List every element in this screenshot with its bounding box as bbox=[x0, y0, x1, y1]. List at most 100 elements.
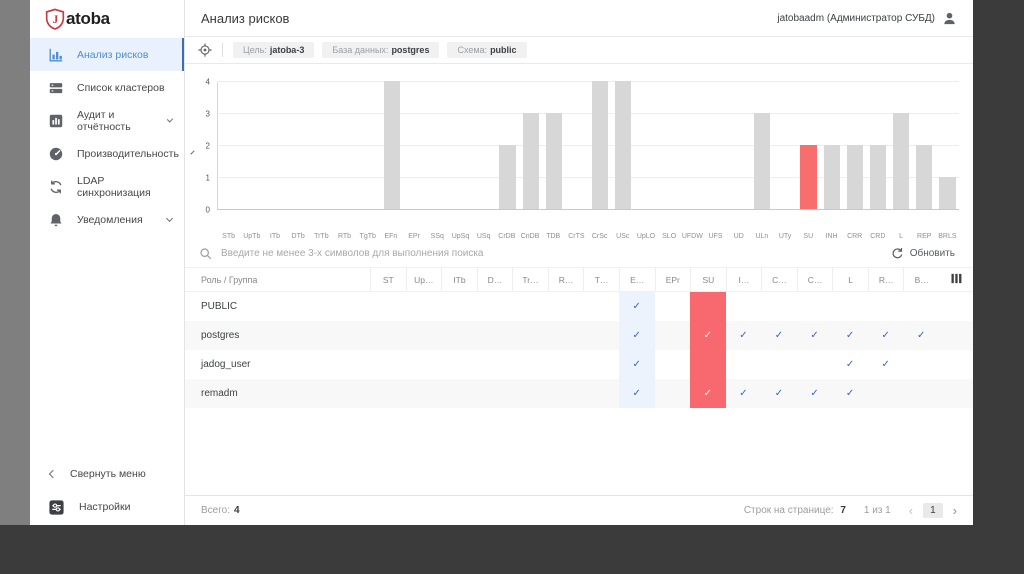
column-header-11[interactable]: C… bbox=[761, 268, 797, 291]
chart-y-axis: 0 1 2 3 4 bbox=[199, 78, 213, 215]
pagination-area: Строк на странице: 7 1 из 1 ‹ 1 › bbox=[744, 503, 957, 518]
column-header-15[interactable]: B… bbox=[903, 268, 939, 291]
table-row[interactable]: postgres ✓ ✓ ✓ ✓ ✓ ✓ ✓ ✓ bbox=[185, 321, 973, 350]
column-header-10[interactable]: I… bbox=[725, 268, 762, 291]
bar-CRD[interactable] bbox=[869, 145, 887, 209]
privilege-cell bbox=[548, 350, 584, 379]
bar-slot bbox=[913, 82, 936, 209]
sidebar-item-ldap-sync[interactable]: LDAP синхронизация bbox=[30, 170, 184, 203]
bar-slot bbox=[519, 82, 542, 209]
settings-button[interactable]: Настройки bbox=[30, 492, 184, 522]
sidebar-item-analysis[interactable]: Анализ рисков bbox=[30, 38, 184, 71]
next-page-button[interactable]: › bbox=[952, 503, 957, 518]
chip-value: postgres bbox=[391, 45, 430, 55]
collapse-menu-button[interactable]: Свернуть меню bbox=[30, 459, 184, 489]
x-tick-label: DTb bbox=[291, 233, 305, 240]
target-icon[interactable] bbox=[198, 43, 212, 57]
privilege-cell bbox=[903, 292, 939, 321]
column-header-13[interactable]: L bbox=[832, 268, 868, 291]
sidebar-item-clusters[interactable]: Список кластеров bbox=[30, 71, 184, 104]
sidebar-item-notifications[interactable]: Уведомления bbox=[30, 203, 184, 236]
column-header-4[interactable]: Tr… bbox=[512, 268, 548, 291]
bar-slot bbox=[820, 82, 843, 209]
bar-INH[interactable] bbox=[823, 145, 840, 209]
column-header-14[interactable]: R… bbox=[867, 268, 904, 291]
column-header-8[interactable]: EPr bbox=[654, 268, 691, 291]
check-icon: ✓ bbox=[703, 330, 713, 341]
privilege-cell bbox=[477, 379, 513, 408]
search-icon bbox=[199, 247, 212, 260]
context-chip[interactable]: База данных: postgres bbox=[322, 42, 440, 58]
rows-per-page[interactable]: Строк на странице: 7 bbox=[744, 505, 846, 516]
bar-CrDB[interactable] bbox=[499, 145, 516, 209]
bar-EFn[interactable] bbox=[383, 81, 400, 209]
column-header-role[interactable]: Роль / Группа bbox=[201, 274, 258, 285]
context-toolbar: Цель: jatoba-3 База данных: postgres Схема: p… bbox=[185, 37, 973, 64]
pager: ‹ 1 › bbox=[909, 503, 957, 518]
privilege-cell: ✓ bbox=[690, 321, 726, 350]
bar-BRLS[interactable] bbox=[939, 177, 956, 209]
column-header-6[interactable]: T… bbox=[583, 268, 619, 291]
bar-TDB[interactable] bbox=[545, 113, 562, 209]
context-chip[interactable]: Схема: public bbox=[447, 42, 527, 58]
bar-slot bbox=[311, 82, 334, 209]
bar-CRR[interactable] bbox=[846, 145, 863, 209]
rows-per-page-label: Строк на странице: bbox=[743, 505, 834, 516]
column-header-7[interactable]: E… bbox=[618, 268, 655, 291]
bar-slot bbox=[218, 82, 241, 209]
privilege-cell: ✓ bbox=[797, 379, 833, 408]
search-row: Обновить bbox=[185, 240, 973, 268]
ldap-sync-icon bbox=[47, 178, 64, 195]
bar-ULn[interactable] bbox=[754, 113, 771, 209]
privilege-cell: ✓ bbox=[868, 321, 904, 350]
prev-page-button[interactable]: ‹ bbox=[908, 503, 914, 518]
table-row[interactable]: jadog_user ✓ ✓ ✓ bbox=[185, 350, 973, 379]
columns-settings-button[interactable] bbox=[939, 268, 973, 291]
search-input[interactable] bbox=[221, 248, 882, 259]
bar-CnDB[interactable] bbox=[522, 113, 539, 209]
table-row[interactable]: PUBLIC ✓ bbox=[185, 292, 973, 321]
bar-CrSc[interactable] bbox=[591, 81, 609, 209]
sidebar-item-audit[interactable]: Аудит и отчётность bbox=[30, 104, 184, 137]
column-header-9[interactable]: SU bbox=[690, 268, 726, 291]
main-header: Анализ рисков jatobaadm (Администратор С… bbox=[185, 0, 973, 37]
bar-SU[interactable] bbox=[800, 145, 817, 209]
chevron-down-icon bbox=[166, 115, 174, 123]
check-icon: ✓ bbox=[881, 359, 890, 370]
privilege-cell bbox=[797, 350, 833, 379]
bar-slot bbox=[473, 82, 496, 209]
svg-text:J: J bbox=[53, 13, 59, 26]
privilege-cell bbox=[655, 292, 691, 321]
y-tick-label: 4 bbox=[205, 77, 210, 87]
bar-REP[interactable] bbox=[916, 145, 933, 209]
check-icon: ✓ bbox=[810, 388, 819, 399]
refresh-button[interactable]: Обновить bbox=[891, 247, 959, 260]
x-tick-label: USq bbox=[476, 233, 491, 240]
privilege-cell bbox=[406, 379, 442, 408]
column-header-2[interactable]: ITb bbox=[441, 268, 477, 291]
bar-L[interactable] bbox=[893, 113, 910, 209]
column-header-1[interactable]: Up… bbox=[405, 268, 442, 291]
current-page-button[interactable]: 1 bbox=[923, 503, 943, 518]
bar-slot bbox=[287, 82, 310, 209]
column-header-0[interactable]: ST bbox=[370, 268, 406, 291]
table-row[interactable]: remadm ✓ ✓ ✓ ✓ ✓ ✓ bbox=[185, 379, 973, 408]
bar-slot bbox=[751, 82, 774, 209]
total-value: 4 bbox=[234, 505, 240, 516]
x-tick-label: STb bbox=[222, 233, 236, 240]
grid-line bbox=[218, 177, 959, 178]
check-icon: ✓ bbox=[845, 359, 855, 370]
grid-line bbox=[218, 113, 959, 114]
x-tick-label: REP bbox=[917, 233, 932, 240]
bar-slot bbox=[890, 82, 913, 209]
chip-label: Схема: bbox=[457, 45, 488, 55]
column-header-5[interactable]: R… bbox=[547, 268, 584, 291]
context-chip[interactable]: Цель: jatoba-3 bbox=[233, 42, 315, 58]
column-header-12[interactable]: C… bbox=[796, 268, 833, 291]
check-icon: ✓ bbox=[845, 330, 855, 341]
sidebar-item-performance[interactable]: Производительность bbox=[30, 137, 195, 170]
user-menu[interactable]: jatobaadm (Администратор СУБД) bbox=[777, 11, 957, 26]
bar-slot bbox=[936, 82, 959, 209]
column-header-3[interactable]: D… bbox=[476, 268, 513, 291]
bar-USc[interactable] bbox=[615, 81, 632, 209]
